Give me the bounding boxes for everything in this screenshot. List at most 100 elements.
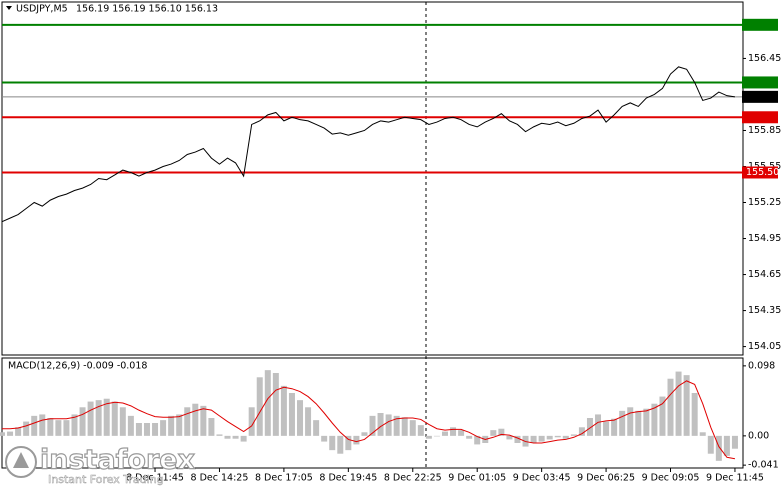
level-label-box	[742, 76, 778, 89]
x-tick-label: 8 Dec 14:25	[191, 473, 249, 484]
histogram-bar	[119, 407, 126, 436]
histogram-bar	[409, 420, 416, 436]
histogram-bar	[514, 435, 521, 443]
histogram-bar	[538, 435, 545, 442]
histogram-bar	[699, 432, 706, 436]
x-tick-label: 9 Dec 06:25	[577, 473, 635, 484]
histogram-bar	[55, 420, 62, 436]
histogram-bar	[554, 435, 561, 438]
x-tick-label: 9 Dec 03:45	[513, 473, 571, 484]
histogram-bar	[715, 435, 722, 461]
histogram-bar	[377, 413, 384, 436]
histogram-bar	[313, 420, 320, 436]
level-label-box	[742, 90, 778, 103]
watermark: instaforex Instant Forex Trading	[5, 444, 196, 486]
histogram-bar	[135, 423, 142, 436]
histogram-bar	[232, 435, 239, 439]
histogram-bar	[595, 414, 602, 436]
histogram-bar	[256, 377, 263, 436]
y-tick-label: 0.098	[748, 360, 775, 371]
histogram-bar	[87, 401, 94, 436]
histogram-bar	[570, 434, 577, 436]
x-tick-label: 9 Dec 11:45	[706, 473, 764, 484]
y-tick-label: 156.45	[748, 53, 781, 64]
macd-panel	[1, 357, 744, 469]
histogram-bar	[619, 410, 626, 436]
histogram-bar	[224, 435, 231, 439]
histogram-bar	[127, 415, 134, 436]
histogram-bar	[216, 434, 223, 436]
histogram-bar	[450, 427, 457, 436]
histogram-bar	[152, 423, 159, 436]
histogram-bar	[627, 407, 634, 436]
histogram-bar	[168, 415, 175, 436]
histogram-bar	[0, 432, 5, 436]
histogram-bar	[329, 435, 336, 451]
x-tick-label: 8 Dec 22:25	[384, 473, 442, 484]
histogram-bar	[586, 418, 593, 436]
x-tick-label: 9 Dec 01:05	[448, 473, 506, 484]
histogram-bar	[425, 435, 432, 439]
histogram-bar	[7, 431, 14, 436]
histogram-bar	[184, 407, 191, 436]
histogram-bar	[272, 373, 279, 436]
histogram-bar	[15, 427, 22, 436]
histogram-bar	[691, 393, 698, 436]
histogram-bar	[200, 405, 207, 436]
histogram-bar	[506, 435, 513, 440]
histogram-bar	[240, 435, 247, 442]
histogram-bar	[675, 371, 682, 436]
histogram-bar	[458, 430, 465, 436]
level-label-box	[742, 111, 778, 124]
histogram-bar	[667, 378, 674, 436]
histogram-bar	[143, 423, 150, 436]
histogram-bar	[361, 432, 368, 436]
histogram-bar	[71, 414, 78, 436]
y-tick-label: 155.55	[748, 161, 781, 172]
histogram-bar	[264, 370, 271, 436]
histogram-bar	[611, 418, 618, 436]
histogram-bar	[79, 407, 86, 436]
x-tick-label: 9 Dec 09:05	[642, 473, 700, 484]
histogram-bar	[562, 435, 569, 439]
histogram-bar	[297, 400, 304, 436]
histogram-bar	[393, 415, 400, 436]
histogram-bar	[321, 435, 328, 442]
histogram-bar	[95, 400, 102, 436]
x-tick-label: 8 Dec 11:45	[126, 473, 184, 484]
histogram-bar	[208, 418, 215, 436]
histogram-bar	[103, 398, 110, 436]
histogram-bar	[160, 420, 167, 436]
histogram-bar	[441, 431, 448, 436]
histogram-bar	[176, 414, 183, 436]
y-tick-label: 154.35	[748, 305, 781, 316]
histogram-bar	[603, 421, 610, 436]
tagline: Instant Forex Trading	[48, 473, 164, 486]
histogram-bar	[288, 393, 295, 436]
y-tick-label: 154.05	[748, 341, 781, 352]
menu-arrow	[6, 6, 12, 10]
y-tick-label: 155.25	[748, 197, 781, 208]
macd-label: MACD(12,26,9) -0.009 -0.018	[8, 361, 147, 372]
histogram-bar	[248, 407, 255, 436]
histogram-bar	[31, 415, 38, 436]
histogram-bar	[466, 435, 473, 439]
histogram-bar	[417, 425, 424, 436]
histogram-bar	[345, 435, 352, 451]
price-panel	[1, 1, 744, 356]
histogram-bar	[490, 430, 497, 436]
histogram-bar	[578, 427, 585, 436]
level-label-box	[742, 18, 778, 31]
histogram-bar	[39, 414, 46, 436]
histogram-bar	[353, 435, 360, 445]
y-tick-label: -0.041	[748, 460, 779, 471]
brand: instaforex	[40, 445, 195, 476]
histogram-bar	[23, 421, 30, 436]
histogram-bar	[401, 417, 408, 436]
price-line	[1, 66, 736, 223]
histogram-bar	[369, 415, 376, 436]
signal-line	[2, 380, 736, 460]
x-tick-label: 8 Dec 17:05	[255, 473, 313, 484]
histogram-bar	[474, 435, 481, 445]
